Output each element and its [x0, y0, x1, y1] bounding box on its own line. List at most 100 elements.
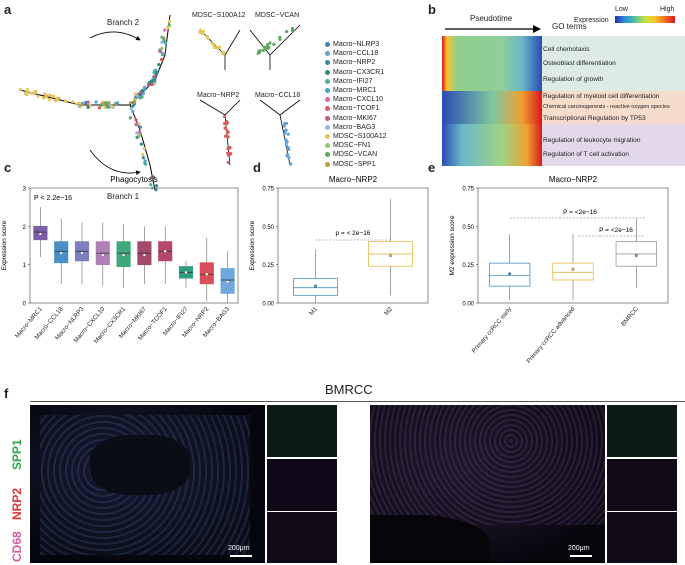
- mini-cell: [225, 129, 229, 133]
- p-value-mid: P = <2e−16: [599, 227, 633, 234]
- mini-cell: [286, 132, 290, 136]
- y-tick-label: 0.00: [262, 302, 274, 308]
- go-term: Osteoblast differentiation: [543, 60, 616, 67]
- legend-item: Macro−MRC1: [325, 86, 387, 95]
- mini-cell: [268, 41, 272, 45]
- go-term: Regulation of T cell activation: [543, 151, 629, 158]
- y-axis-label: Expression score: [1, 220, 8, 270]
- legend-swatch: [325, 143, 330, 149]
- box-mean: [226, 280, 230, 284]
- legend-item: MDSC−VCAN: [325, 150, 387, 159]
- go-term: Regulation of growth: [543, 76, 604, 83]
- mini-cell: [222, 114, 227, 119]
- mini-cell: [282, 124, 286, 128]
- legend-label: Macro−CX3CR1: [333, 68, 385, 76]
- trajectory-cell: [160, 40, 164, 44]
- micrograph-right-cd68: [607, 512, 677, 563]
- bmrcc-title: BMRCC: [325, 382, 373, 397]
- trajectory-cell: [137, 122, 141, 126]
- trajectory-cell: [29, 91, 33, 95]
- x-tick-label: Primary ccRCC advanced: [525, 305, 576, 364]
- x-tick-label: M2: [383, 305, 394, 317]
- mini-cell: [278, 37, 282, 42]
- plot-frame: [477, 187, 669, 304]
- legend-swatch: [325, 97, 330, 103]
- panel-label-b: b: [428, 2, 436, 17]
- trajectory-cell: [25, 88, 29, 92]
- trajectory-cell: [163, 28, 167, 32]
- chart-title: Macro−NRP2: [329, 175, 378, 184]
- box-mean: [38, 232, 42, 236]
- mini-title-vcan: MDSC−VCAN: [255, 12, 300, 19]
- legend-label: MDSC−SPP1: [333, 160, 376, 168]
- box-mean: [508, 272, 512, 276]
- trajectory-cell: [142, 146, 146, 151]
- mini-cell: [265, 43, 270, 47]
- trajectory-cell: [86, 100, 90, 104]
- legend-item: Macro−TCOF1: [325, 104, 387, 113]
- p-value: P < 2.2e−16: [34, 195, 72, 202]
- micrograph-right-nrp2: [607, 459, 677, 511]
- y-tick-label: 0.50: [462, 225, 474, 231]
- trajectory-cell: [104, 101, 108, 105]
- trajectory-cell: [25, 92, 29, 97]
- box-mean: [59, 251, 63, 255]
- trajectory-cell: [115, 102, 119, 106]
- legend-high: High: [660, 6, 675, 13]
- trajectory-cell: [144, 162, 148, 166]
- go-term: Chemical carcinogenesis - reactive oxyge…: [543, 104, 670, 110]
- trajectory-cell: [77, 101, 81, 105]
- trajectory-cell: [154, 188, 158, 192]
- mini-cell: [290, 26, 295, 31]
- legend-label: Macro−IFI27: [333, 77, 373, 85]
- go-terms-label: GO terms: [552, 22, 587, 31]
- panel-label-d: d: [253, 160, 261, 175]
- y-tick-label: 0.50: [262, 225, 274, 231]
- mini-cell: [226, 160, 230, 165]
- trajectory-cell: [77, 104, 81, 108]
- y-tick-label: 2: [23, 225, 27, 231]
- mini-cell: [286, 147, 291, 151]
- pseudotime-heatmap: [442, 36, 542, 166]
- trajectory-cell: [45, 93, 49, 97]
- trajectory-cell: [134, 118, 138, 122]
- trajectory-cell: [136, 135, 140, 139]
- trajectory-cell: [159, 57, 164, 62]
- trajectory-cell: [146, 83, 150, 87]
- trajectory-cell: [18, 87, 22, 92]
- y-tick-label: 0.25: [462, 263, 474, 269]
- y-tick-label: 0.75: [262, 187, 274, 193]
- panel-label-c: c: [4, 160, 12, 175]
- trajectory-cell: [86, 105, 90, 109]
- legend-label: Macro−TCOF1: [333, 105, 380, 113]
- trajectory-cell: [167, 19, 171, 23]
- scale-label: 200μm: [568, 545, 590, 552]
- trajectory-cell: [158, 49, 162, 53]
- legend-item: Macro−NRP2: [325, 58, 387, 67]
- y-tick-label: 0.00: [462, 302, 474, 308]
- go-band-2: [542, 91, 685, 124]
- go-term: Transcriptional Regulation by TP53: [543, 115, 646, 122]
- trajectory-cell: [134, 122, 138, 126]
- legend-swatch: [325, 78, 330, 84]
- box-mean: [388, 253, 393, 258]
- trajectory-cell: [163, 41, 168, 45]
- chart-title: Macro−NRP2: [549, 175, 598, 184]
- legend-item: Macro−MKI67: [325, 114, 387, 123]
- box-mean: [571, 267, 575, 271]
- cluster-legend: Macro−NLRP3 Macro−CCL18 Macro−NRP2 Macro−CX…: [325, 40, 387, 169]
- trajectory-cell: [129, 107, 133, 111]
- trajectory-cell: [97, 106, 102, 110]
- mini-cell: [222, 121, 227, 126]
- legend-swatch: [325, 51, 330, 57]
- mini-cell: [226, 135, 230, 139]
- mini-cell: [227, 147, 231, 151]
- trajectory-cell: [74, 102, 78, 106]
- legend-label: Macro−MKI67: [333, 114, 377, 122]
- x-tick-label: Primary ccRCC early: [471, 305, 514, 354]
- legend-expression: Expression: [574, 17, 609, 24]
- go-band-1: [542, 36, 685, 91]
- box-1: [552, 262, 594, 281]
- legend-label: Macro−CCL18: [333, 50, 379, 58]
